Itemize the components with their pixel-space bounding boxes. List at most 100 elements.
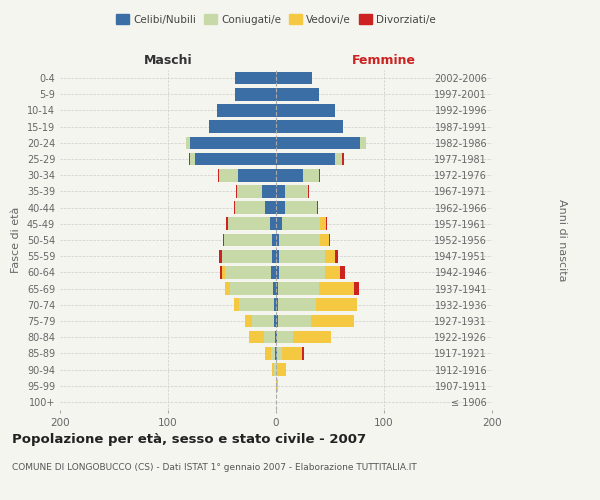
Bar: [340, 266, 345, 278]
Bar: [237, 185, 262, 198]
Bar: [276, 331, 277, 344]
Bar: [262, 185, 276, 198]
Bar: [316, 298, 357, 311]
Bar: [252, 314, 274, 328]
Bar: [311, 314, 354, 328]
Bar: [187, 136, 190, 149]
Bar: [276, 136, 360, 149]
Bar: [274, 298, 276, 311]
Bar: [342, 152, 344, 166]
Bar: [303, 169, 319, 181]
Bar: [271, 266, 276, 278]
Bar: [329, 234, 330, 246]
Bar: [217, 104, 276, 117]
Bar: [277, 363, 286, 376]
Bar: [335, 152, 342, 166]
Bar: [325, 266, 340, 278]
Bar: [276, 120, 343, 133]
Bar: [225, 266, 271, 278]
Bar: [190, 152, 195, 166]
Bar: [308, 185, 310, 198]
Bar: [275, 331, 276, 344]
Bar: [319, 169, 320, 181]
Bar: [269, 218, 276, 230]
Text: COMUNE DI LONGOBUCCO (CS) - Dati ISTAT 1° gennaio 2007 - Elaborazione TUTTITALIA: COMUNE DI LONGOBUCCO (CS) - Dati ISTAT 1…: [12, 462, 417, 471]
Bar: [209, 120, 276, 133]
Bar: [224, 234, 272, 246]
Bar: [225, 282, 230, 295]
Bar: [276, 104, 335, 117]
Bar: [276, 363, 277, 376]
Bar: [276, 152, 335, 166]
Bar: [276, 185, 284, 198]
Bar: [234, 298, 239, 311]
Bar: [284, 185, 308, 198]
Bar: [283, 347, 302, 360]
Bar: [222, 266, 225, 278]
Bar: [272, 363, 274, 376]
Bar: [235, 202, 265, 214]
Bar: [276, 282, 278, 295]
Bar: [222, 250, 272, 262]
Text: Popolazione per età, sesso e stato civile - 2007: Popolazione per età, sesso e stato civil…: [12, 432, 366, 446]
Text: Femmine: Femmine: [352, 54, 416, 68]
Bar: [279, 234, 320, 246]
Bar: [276, 218, 283, 230]
Bar: [219, 169, 238, 181]
Bar: [273, 282, 276, 295]
Bar: [326, 218, 327, 230]
Bar: [335, 250, 338, 262]
Bar: [277, 331, 293, 344]
Bar: [249, 331, 264, 344]
Bar: [302, 347, 304, 360]
Bar: [230, 282, 273, 295]
Bar: [354, 282, 359, 295]
Bar: [235, 72, 276, 85]
Bar: [276, 314, 278, 328]
Legend: Celibi/Nubili, Coniugati/e, Vedovi/e, Divorziati/e: Celibi/Nubili, Coniugati/e, Vedovi/e, Di…: [112, 10, 440, 29]
Bar: [190, 136, 276, 149]
Bar: [223, 234, 224, 246]
Bar: [320, 218, 326, 230]
Bar: [278, 298, 316, 311]
Bar: [276, 88, 319, 101]
Bar: [226, 218, 229, 230]
Bar: [320, 234, 329, 246]
Bar: [276, 72, 311, 85]
Bar: [284, 202, 317, 214]
Text: Maschi: Maschi: [143, 54, 193, 68]
Bar: [276, 250, 279, 262]
Bar: [195, 152, 276, 166]
Bar: [360, 136, 365, 149]
Bar: [272, 234, 276, 246]
Bar: [278, 314, 311, 328]
Bar: [245, 314, 252, 328]
Bar: [279, 266, 325, 278]
Bar: [238, 169, 276, 181]
Bar: [264, 331, 275, 344]
Bar: [276, 266, 279, 278]
Bar: [276, 380, 278, 392]
Bar: [279, 250, 325, 262]
Bar: [218, 169, 219, 181]
Bar: [265, 347, 271, 360]
Bar: [234, 202, 235, 214]
Bar: [319, 282, 354, 295]
Bar: [276, 298, 278, 311]
Bar: [276, 347, 277, 360]
Bar: [272, 250, 276, 262]
Bar: [271, 347, 275, 360]
Bar: [275, 347, 276, 360]
Bar: [239, 298, 274, 311]
Bar: [265, 202, 276, 214]
Bar: [276, 169, 303, 181]
Y-axis label: Anni di nascita: Anni di nascita: [557, 198, 568, 281]
Bar: [274, 314, 276, 328]
Bar: [276, 234, 279, 246]
Bar: [325, 250, 335, 262]
Bar: [283, 218, 320, 230]
Bar: [188, 152, 190, 166]
Bar: [219, 250, 222, 262]
Bar: [317, 202, 318, 214]
Bar: [229, 218, 269, 230]
